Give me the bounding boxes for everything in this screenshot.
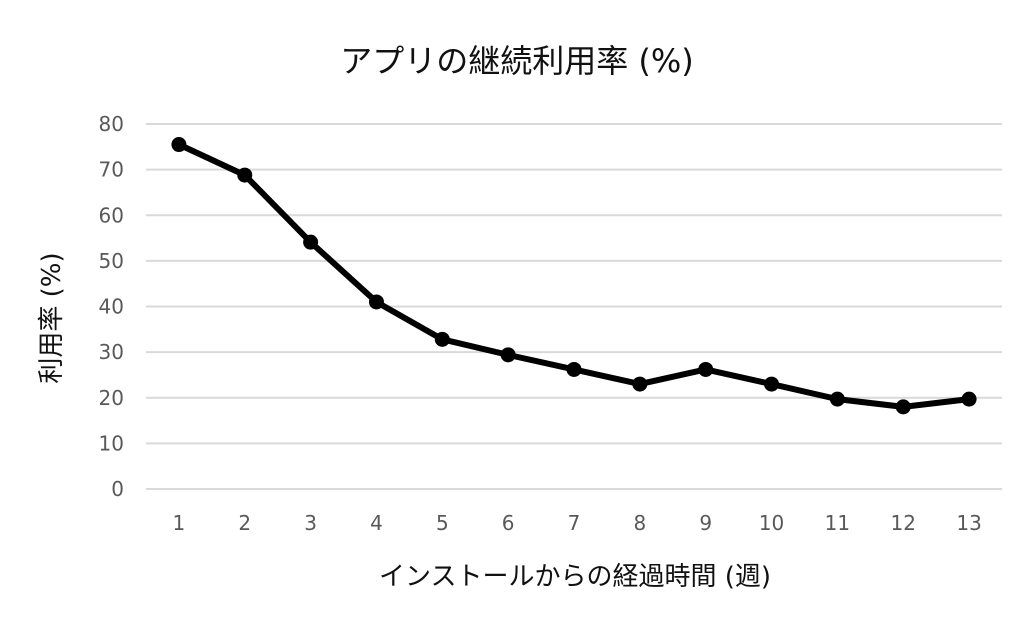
data-point: [434, 331, 450, 347]
data-point: [500, 347, 516, 363]
y-tick-label: 10: [99, 431, 124, 455]
data-point: [698, 361, 714, 377]
x-tick-label: 7: [568, 511, 581, 535]
data-point: [566, 361, 582, 377]
x-tick-label: 1: [173, 511, 186, 535]
data-point: [764, 376, 780, 392]
data-point: [895, 399, 911, 415]
data-point: [303, 234, 319, 250]
y-tick-label: 60: [99, 203, 124, 227]
y-tick-labels: 0 10 20 30 40 50 60 70 80: [99, 112, 124, 501]
y-tick-label: 70: [99, 158, 124, 182]
x-tick-label: 9: [699, 511, 712, 535]
x-tick-label: 11: [825, 511, 850, 535]
x-tick-label: 6: [502, 511, 515, 535]
y-axis-title: 利用率 (%): [37, 252, 67, 383]
y-tick-label: 0: [111, 477, 124, 501]
data-point: [368, 294, 384, 310]
x-axis-title: インストールからの経過時間 (週): [379, 562, 771, 592]
y-tick-label: 80: [99, 112, 124, 136]
gridlines: [146, 123, 1002, 490]
data-point: [829, 391, 845, 407]
y-tick-label: 30: [99, 340, 124, 364]
series-layer: [171, 137, 977, 415]
x-tick-label: 8: [633, 511, 646, 535]
y-tick-label: 40: [99, 295, 124, 319]
y-tick-label: 50: [99, 249, 124, 273]
chart-title: アプリの継続利用率 (%): [340, 42, 694, 80]
x-tick-label: 5: [436, 511, 449, 535]
data-point: [961, 391, 977, 407]
x-tick-label: 3: [304, 511, 317, 535]
data-point: [632, 376, 648, 392]
data-point: [171, 137, 187, 153]
x-tick-label: 2: [238, 511, 251, 535]
x-tick-label: 10: [759, 511, 784, 535]
y-tick-label: 20: [99, 386, 124, 410]
x-tick-label: 13: [956, 511, 981, 535]
x-tick-label: 12: [891, 511, 916, 535]
data-point: [237, 167, 253, 183]
x-tick-label: 4: [370, 511, 383, 535]
x-tick-labels: 1 2 3 4 5 6 7 8 9 10 11 12 13: [173, 511, 982, 535]
